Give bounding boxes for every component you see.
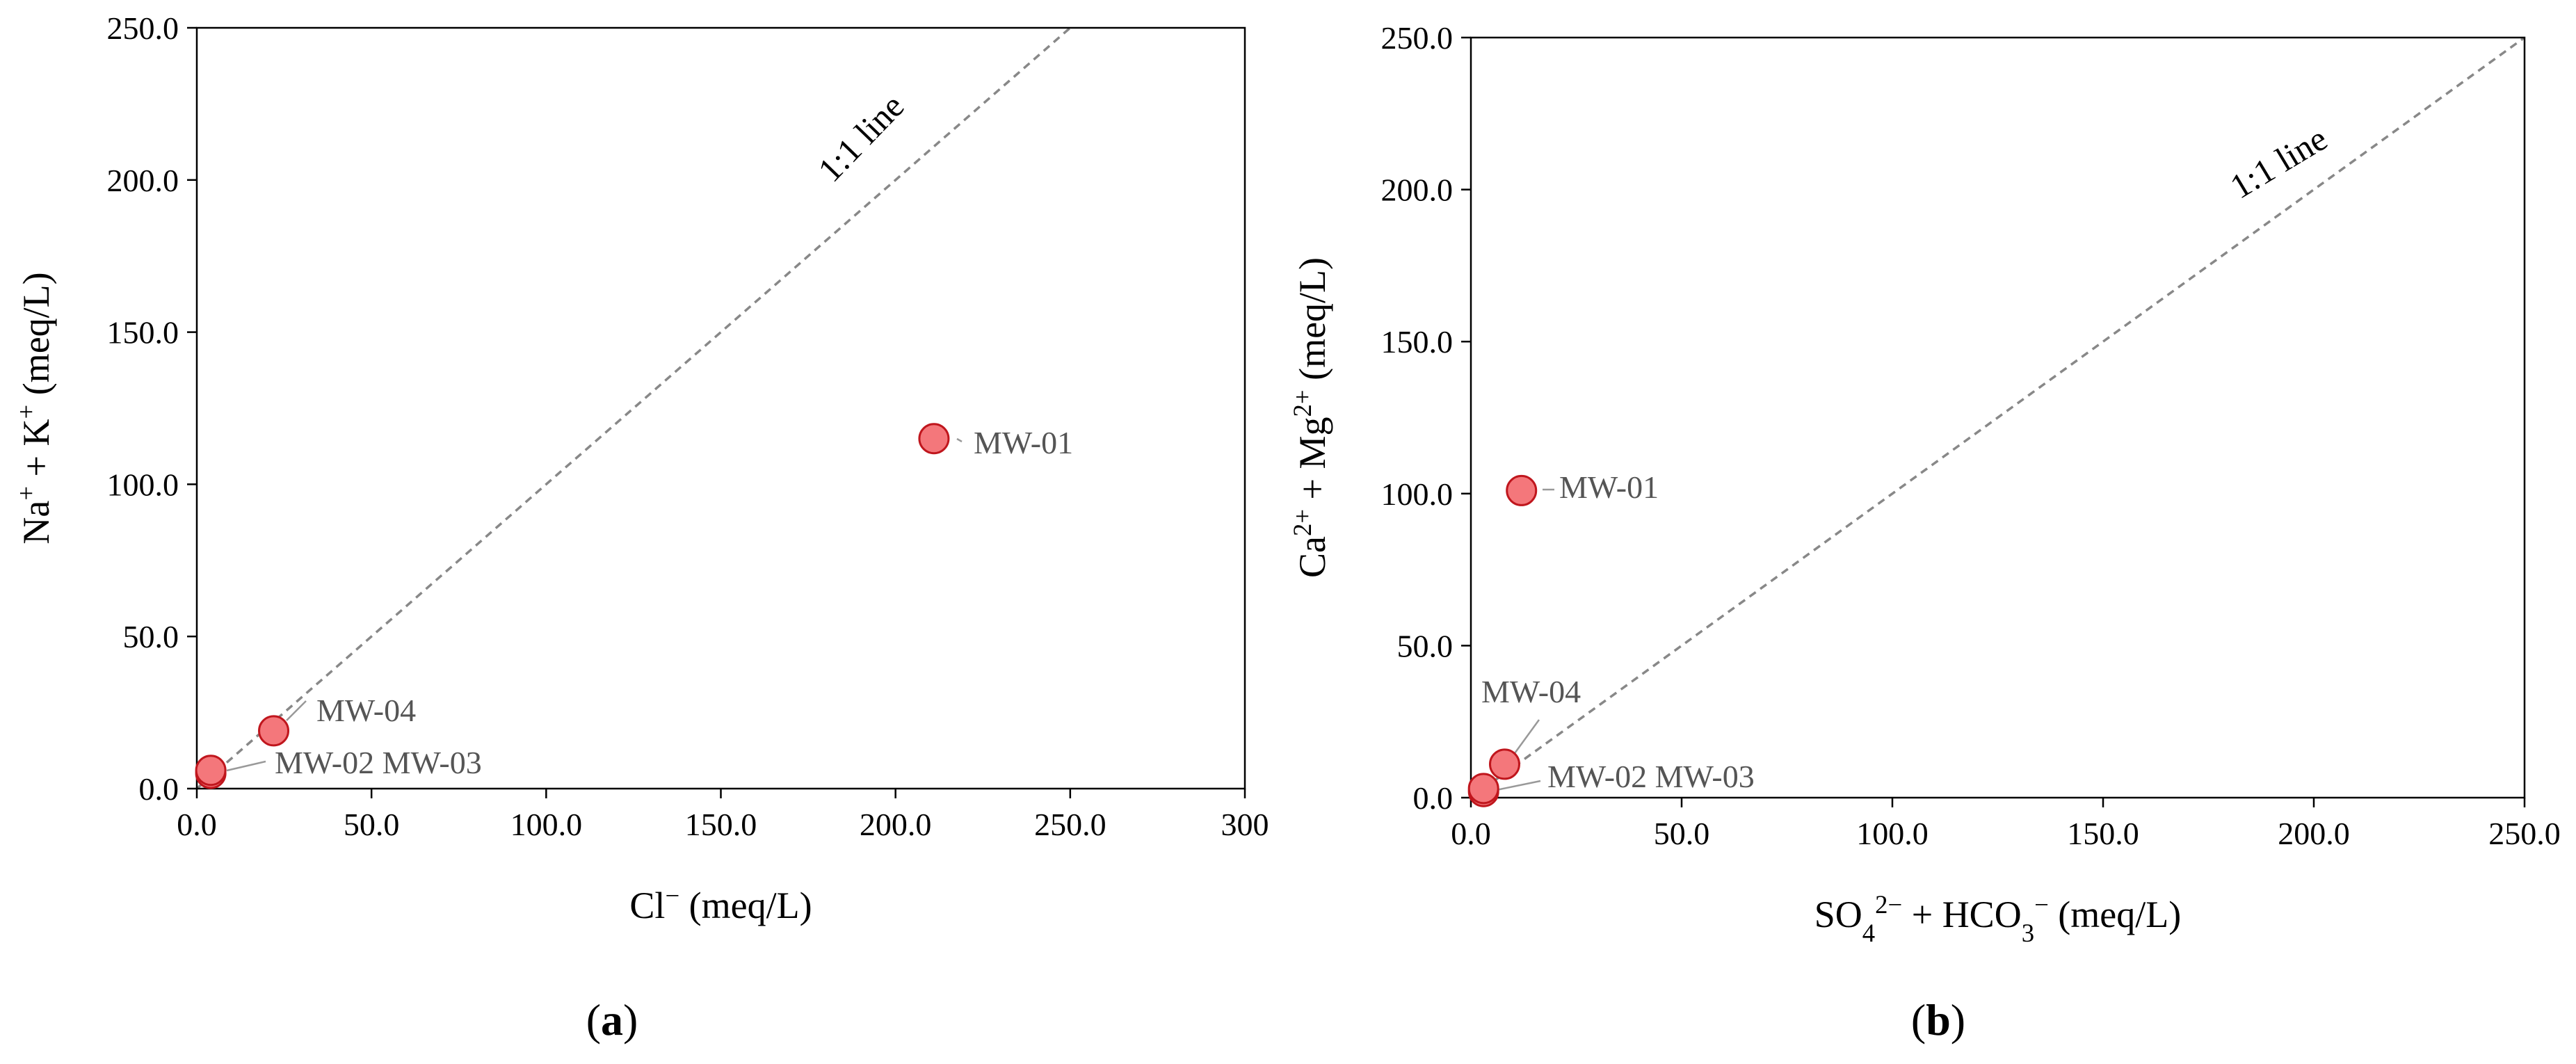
y-tick-label: 200.0 (1381, 172, 1454, 208)
y-tick-label: 100.0 (1381, 476, 1454, 512)
x-tick-label: 250.0 (2488, 816, 2561, 851)
one-to-one-line-label: 1:1 line (810, 86, 911, 189)
y-tick-label: 50.0 (123, 619, 179, 654)
x-axis-label: SO42− + HCO3− (meq/L) (1814, 890, 2181, 947)
data-point-mw-04 (1488, 748, 1520, 780)
plot-frame (1470, 36, 2526, 799)
point-annotation: MW-01 (1559, 469, 1659, 505)
one-to-one-line-label: 1:1 line (2223, 118, 2334, 206)
y-axis-label: Na+ + K+ (meq/L) (12, 272, 58, 544)
point-annotation: MW-02 MW-03 (275, 745, 482, 780)
annotation-leader-line (226, 760, 266, 772)
annotation-leader-line (286, 700, 307, 721)
point-annotation: MW-02 MW-03 (1547, 759, 1755, 794)
y-axis-label: Ca2+ + Mg2+ (meq/L) (1288, 257, 1334, 578)
annotation-leader-line (1492, 780, 1541, 792)
data-point-mw-02 (1467, 773, 1499, 805)
x-tick-label: 100.0 (1856, 816, 1929, 851)
panel-label: (b) (1911, 995, 1965, 1045)
x-tick-label: 200.0 (2278, 816, 2350, 851)
one-to-one-line (197, 28, 1071, 789)
x-tick-label: 50.0 (344, 807, 400, 842)
x-tick-label: 50.0 (1654, 816, 1710, 851)
annotation-leader-line (1510, 719, 1540, 759)
panel-label: (a) (586, 995, 638, 1045)
one-to-one-line (1471, 38, 2525, 798)
x-axis-label: Cl− (meq/L) (629, 881, 812, 927)
y-tick-label: 150.0 (1381, 324, 1454, 360)
x-tick-label: 250.0 (1034, 807, 1106, 842)
chart-panel-a: 1:1 line 0.0 50.0 100.0 150.0 200.0 250.0 300 0.… (12, 10, 1269, 1045)
point-annotation: MW-04 (316, 693, 416, 728)
y-tick-label: 0.0 (1413, 780, 1454, 816)
x-tick-label: 150.0 (685, 807, 757, 842)
annotation-leader-line (956, 437, 963, 443)
x-tick-label: 100.0 (510, 807, 583, 842)
data-point-mw-01 (918, 423, 950, 455)
x-tick-label: 200.0 (860, 807, 932, 842)
data-point-mw-01 (1506, 474, 1538, 506)
chart-panel-b: 1:1 line 0.0 50.0 100.0 150.0 200.0 250.0 0.0 50… (1288, 20, 2561, 1045)
y-tick-label: 200.0 (107, 163, 179, 198)
y-tick-label: 250.0 (1381, 20, 1454, 56)
x-tick-label: 0.0 (177, 807, 217, 842)
y-tick-label: 150.0 (107, 315, 179, 350)
plot-frame (195, 26, 1246, 790)
y-tick-label: 0.0 (139, 771, 179, 807)
x-tick-label: 300 (1221, 807, 1269, 842)
y-tick-label: 250.0 (107, 10, 179, 46)
data-point-mw-04 (258, 715, 290, 747)
point-annotation: MW-01 (974, 425, 1073, 460)
data-point-mw-02 (195, 755, 227, 787)
point-annotation: MW-04 (1481, 674, 1581, 709)
y-tick-label: 100.0 (107, 467, 179, 502)
x-tick-label: 0.0 (1451, 816, 1491, 851)
y-tick-label: 50.0 (1397, 628, 1454, 663)
x-tick-label: 150.0 (2067, 816, 2139, 851)
